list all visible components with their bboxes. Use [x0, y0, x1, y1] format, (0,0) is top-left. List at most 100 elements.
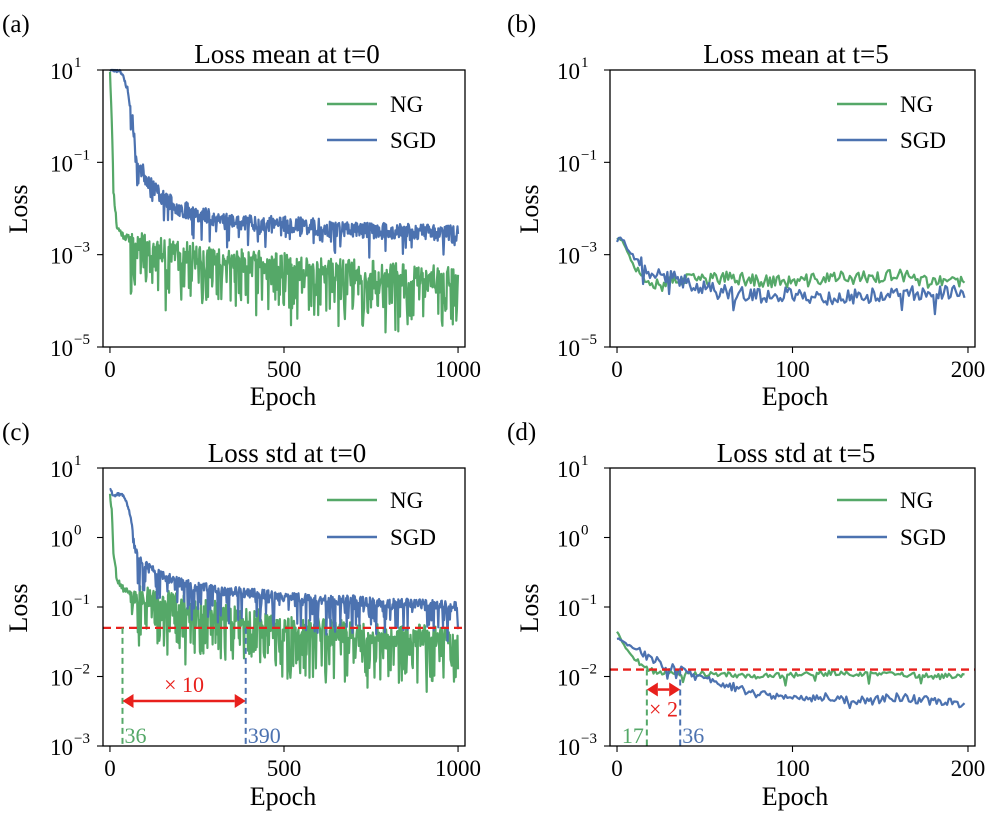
- panel-b-frame: [609, 69, 976, 348]
- legend-sgd-label: SGD: [900, 128, 946, 153]
- panel-b-legend: NG SGD: [837, 92, 946, 153]
- panel-a-series: [108, 68, 460, 334]
- panel-a-xlabel: Epoch: [250, 382, 316, 411]
- x-tick-label: 0: [611, 756, 623, 781]
- panel-c-annotations: × 10 36 390: [103, 626, 465, 748]
- panel-a: (a) Loss mean at t=0 Loss Epoch 0 500 1000…: [2, 11, 481, 411]
- marker-label-ng: 17: [622, 723, 644, 748]
- panel-c-ylabel: Loss: [4, 583, 33, 632]
- y-tick-exponent: −1: [74, 592, 90, 608]
- ratio-arrowhead-left: [122, 694, 134, 708]
- series-sgd: [109, 68, 460, 259]
- y-tick-exponent: −3: [581, 240, 597, 256]
- panel-c-xlabel: Epoch: [250, 782, 316, 811]
- panel-b: (b) Loss mean at t=5 Loss Epoch 0 100 200 1…: [507, 11, 985, 411]
- y-tick-label: 10: [557, 666, 580, 691]
- x-tick-label: 0: [104, 756, 116, 781]
- y-tick-exponent: −1: [581, 147, 597, 163]
- series-sgd: [109, 488, 460, 643]
- x-tick-label: 1000: [435, 756, 481, 781]
- y-tick-label: 10: [50, 59, 73, 84]
- panel-b-label: (b): [507, 11, 536, 38]
- panel-c-frame: [102, 467, 466, 747]
- panel-c: (c) Loss std at t=0 Loss Epoch 0 500 1000 1…: [2, 419, 481, 811]
- panel-c-legend: NG SGD: [327, 488, 436, 550]
- series-ng: [108, 493, 460, 694]
- panel-a-ylabel: Loss: [4, 184, 33, 233]
- y-tick-exponent: 1: [581, 453, 589, 469]
- panel-a-label: (a): [2, 11, 30, 38]
- x-tick-label: 0: [104, 357, 116, 382]
- x-tick-label: 0: [611, 357, 623, 382]
- panel-d-label: (d): [507, 419, 536, 446]
- y-tick-exponent: 1: [74, 453, 82, 469]
- y-tick-label: 10: [557, 457, 580, 482]
- y-tick-exponent: 0: [74, 523, 82, 539]
- ratio-label: × 2: [649, 697, 678, 722]
- series-ng: [616, 236, 966, 292]
- y-tick-exponent: 1: [581, 55, 589, 71]
- y-tick-label: 10: [50, 151, 73, 176]
- panel-d-frame: [609, 467, 976, 747]
- series-ng: [108, 71, 460, 334]
- panel-b-ylabel: Loss: [515, 184, 544, 233]
- panel-a-frame: [102, 69, 466, 348]
- series-sgd: [616, 637, 966, 710]
- panel-d-ylabel: Loss: [515, 583, 544, 632]
- y-tick-label: 10: [50, 244, 73, 269]
- y-tick-label: 10: [50, 527, 73, 552]
- y-tick-exponent: −3: [74, 731, 90, 747]
- legend-sgd-label: SGD: [390, 525, 436, 550]
- ratio-arrowhead-left: [646, 682, 658, 697]
- y-tick-label: 10: [557, 151, 580, 176]
- panel-d-legend: NG SGD: [837, 488, 946, 550]
- ratio-arrowhead-right: [234, 694, 246, 708]
- y-tick-label: 10: [557, 244, 580, 269]
- legend-sgd-label: SGD: [390, 128, 436, 153]
- y-tick-exponent: −1: [74, 147, 90, 163]
- x-tick-label: 100: [775, 756, 810, 781]
- panel-b-xlabel: Epoch: [762, 382, 828, 411]
- panel-c-label: (c): [2, 419, 30, 446]
- y-tick-label: 10: [50, 735, 73, 760]
- legend-ng-label: NG: [390, 92, 423, 117]
- panel-a-legend: NG SGD: [327, 92, 436, 153]
- x-tick-label: 200: [951, 357, 986, 382]
- marker-label-ng: 36: [124, 723, 146, 748]
- panel-b-series: [615, 236, 966, 316]
- legend-ng-label: NG: [900, 488, 933, 513]
- series-ng: [616, 631, 965, 687]
- y-tick-label: 10: [557, 527, 580, 552]
- y-tick-exponent: −3: [581, 731, 597, 747]
- x-tick-label: 200: [951, 756, 986, 781]
- y-tick-label: 10: [50, 457, 73, 482]
- panel-d-annotations: × 2 17 36: [610, 668, 975, 748]
- y-tick-label: 10: [50, 336, 73, 361]
- y-tick-exponent: −2: [74, 662, 90, 678]
- x-tick-label: 500: [267, 756, 302, 781]
- y-tick-label: 10: [557, 735, 580, 760]
- panel-c-series: [108, 488, 460, 694]
- ratio-label: × 10: [164, 672, 204, 697]
- y-tick-label: 10: [557, 336, 580, 361]
- panel-d-title: Loss std at t=5: [717, 438, 875, 468]
- marker-label-sgd: 390: [248, 723, 281, 748]
- ratio-arrowhead-right: [669, 682, 681, 697]
- panel-b-title: Loss mean at t=5: [703, 39, 888, 69]
- y-tick-label: 10: [557, 59, 580, 84]
- y-tick-label: 10: [557, 596, 580, 621]
- panel-a-title: Loss mean at t=0: [194, 39, 379, 69]
- panel-d: (d) Loss std at t=5 Loss Epoch 0 100 20010…: [507, 419, 985, 811]
- y-tick-exponent: −1: [581, 592, 597, 608]
- y-tick-label: 10: [50, 596, 73, 621]
- y-tick-exponent: 1: [74, 55, 82, 71]
- y-tick-exponent: −5: [581, 332, 597, 348]
- y-tick-exponent: 0: [581, 523, 589, 539]
- y-tick-exponent: −3: [74, 240, 90, 256]
- x-tick-label: 100: [775, 357, 810, 382]
